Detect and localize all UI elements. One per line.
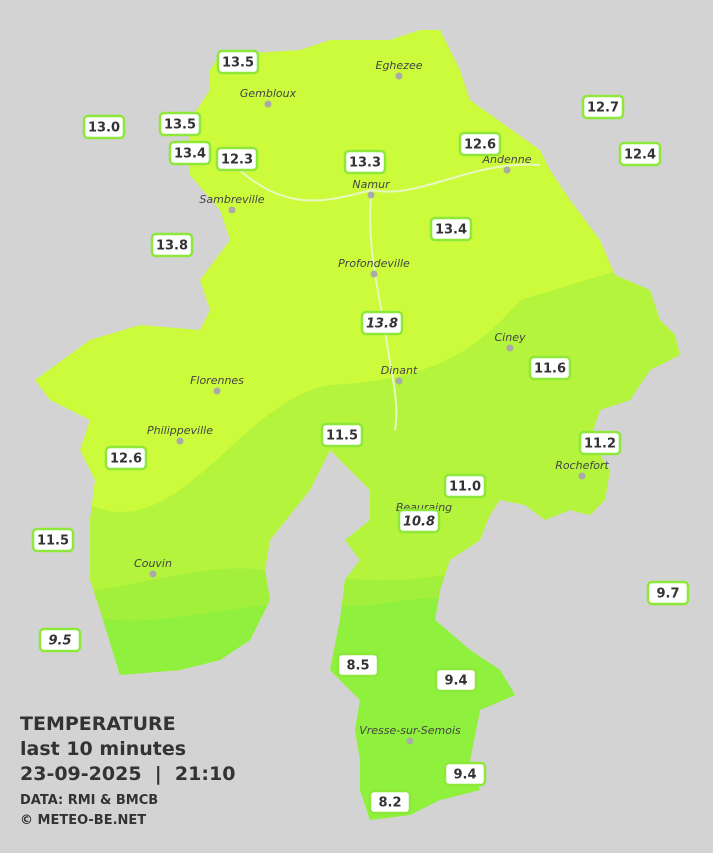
station-value: 13.4 [174, 147, 206, 162]
city-dot [367, 191, 375, 199]
city-label: Namur [352, 178, 391, 191]
station-value: 12.6 [464, 138, 496, 153]
stations: 13.5 13.0 13.5 13.4 12.3 13.3 12.6 12.7 12.4 13.8… [31, 49, 690, 815]
station-value: 13.4 [435, 223, 467, 238]
legend-source: DATA: RMI & BMCB [20, 793, 158, 808]
station-value: 11.2 [584, 437, 616, 452]
city-label: Vresse-sur-Semois [359, 724, 461, 737]
legend-subtitle: last 10 minutes [20, 738, 186, 760]
station-value: 13.5 [164, 118, 196, 133]
city-dot [370, 270, 378, 278]
city-dot [506, 344, 514, 352]
station-value: 11.5 [326, 429, 358, 444]
city-label: Rochefort [555, 459, 609, 472]
legend-credit: © METEO-BE.NET [20, 813, 146, 828]
station-box [104, 445, 148, 471]
city-dot [228, 206, 236, 214]
station-box [216, 49, 260, 75]
city-label: Sambreville [199, 193, 264, 206]
station-box [646, 580, 690, 606]
station-value: 9.5 [48, 634, 71, 649]
city-dot [149, 570, 157, 578]
station-value: 9.4 [453, 768, 476, 783]
station-box [215, 146, 259, 172]
city-dot [176, 437, 184, 445]
station-box [336, 652, 380, 678]
station-value: 11.0 [449, 480, 481, 495]
city-label: Dinant [381, 364, 418, 377]
station-box [434, 667, 478, 693]
legend: TEMPERATURE last 10 minutes 23-09-2025 |… [20, 713, 235, 828]
legend-title: TEMPERATURE [20, 713, 176, 735]
station-box [528, 355, 572, 381]
city-label: Florennes [190, 374, 244, 387]
station-value: 13.0 [88, 121, 120, 136]
station-value: 9.7 [656, 587, 679, 602]
city-dot [406, 737, 414, 745]
station-box [360, 310, 404, 336]
station-box [443, 473, 487, 499]
station-value: 13.3 [349, 156, 381, 171]
station-box [458, 131, 502, 157]
city-label: Philippeville [147, 424, 213, 437]
station-value: 11.6 [534, 362, 566, 377]
station-value: 13.8 [366, 317, 398, 332]
station-box [443, 761, 487, 787]
city-dot [503, 166, 511, 174]
city-dot [213, 387, 221, 395]
city-dot [578, 472, 586, 480]
city-label: Gembloux [240, 87, 297, 100]
station-value: 13.8 [156, 239, 188, 254]
station-value: 12.3 [221, 153, 253, 168]
station-box [581, 94, 625, 120]
city-dot [395, 377, 403, 385]
station-box [31, 527, 75, 553]
station-box [618, 141, 662, 167]
city-label: Eghezee [376, 59, 423, 72]
station-box [368, 789, 412, 815]
cities: EghezeeGemblouxAndenneNamurSambrevillePr… [134, 59, 609, 745]
station-value: 11.5 [37, 534, 69, 549]
station-value: 10.8 [403, 515, 435, 530]
station-value: 13.5 [222, 56, 254, 71]
city-label: Profondeville [338, 257, 410, 270]
station-value: 12.7 [587, 101, 619, 116]
legend-datetime: 23-09-2025 | 21:10 [20, 763, 235, 785]
station-box [168, 140, 212, 166]
station-box [320, 422, 364, 448]
station-box [397, 508, 441, 534]
city-label: Ciney [495, 331, 526, 344]
station-box [429, 216, 473, 242]
station-box [38, 627, 82, 653]
station-box [82, 114, 126, 140]
station-value: 12.4 [624, 148, 656, 163]
station-box [158, 111, 202, 137]
station-value: 12.6 [110, 452, 142, 467]
city-dot [264, 100, 272, 108]
city-dot [395, 72, 403, 80]
station-box [150, 232, 194, 258]
station-value: 8.2 [378, 796, 401, 811]
station-box [578, 430, 622, 456]
station-value: 8.5 [346, 659, 369, 674]
city-label: Couvin [134, 557, 172, 570]
station-value: 9.4 [444, 674, 467, 689]
station-box [343, 149, 387, 175]
